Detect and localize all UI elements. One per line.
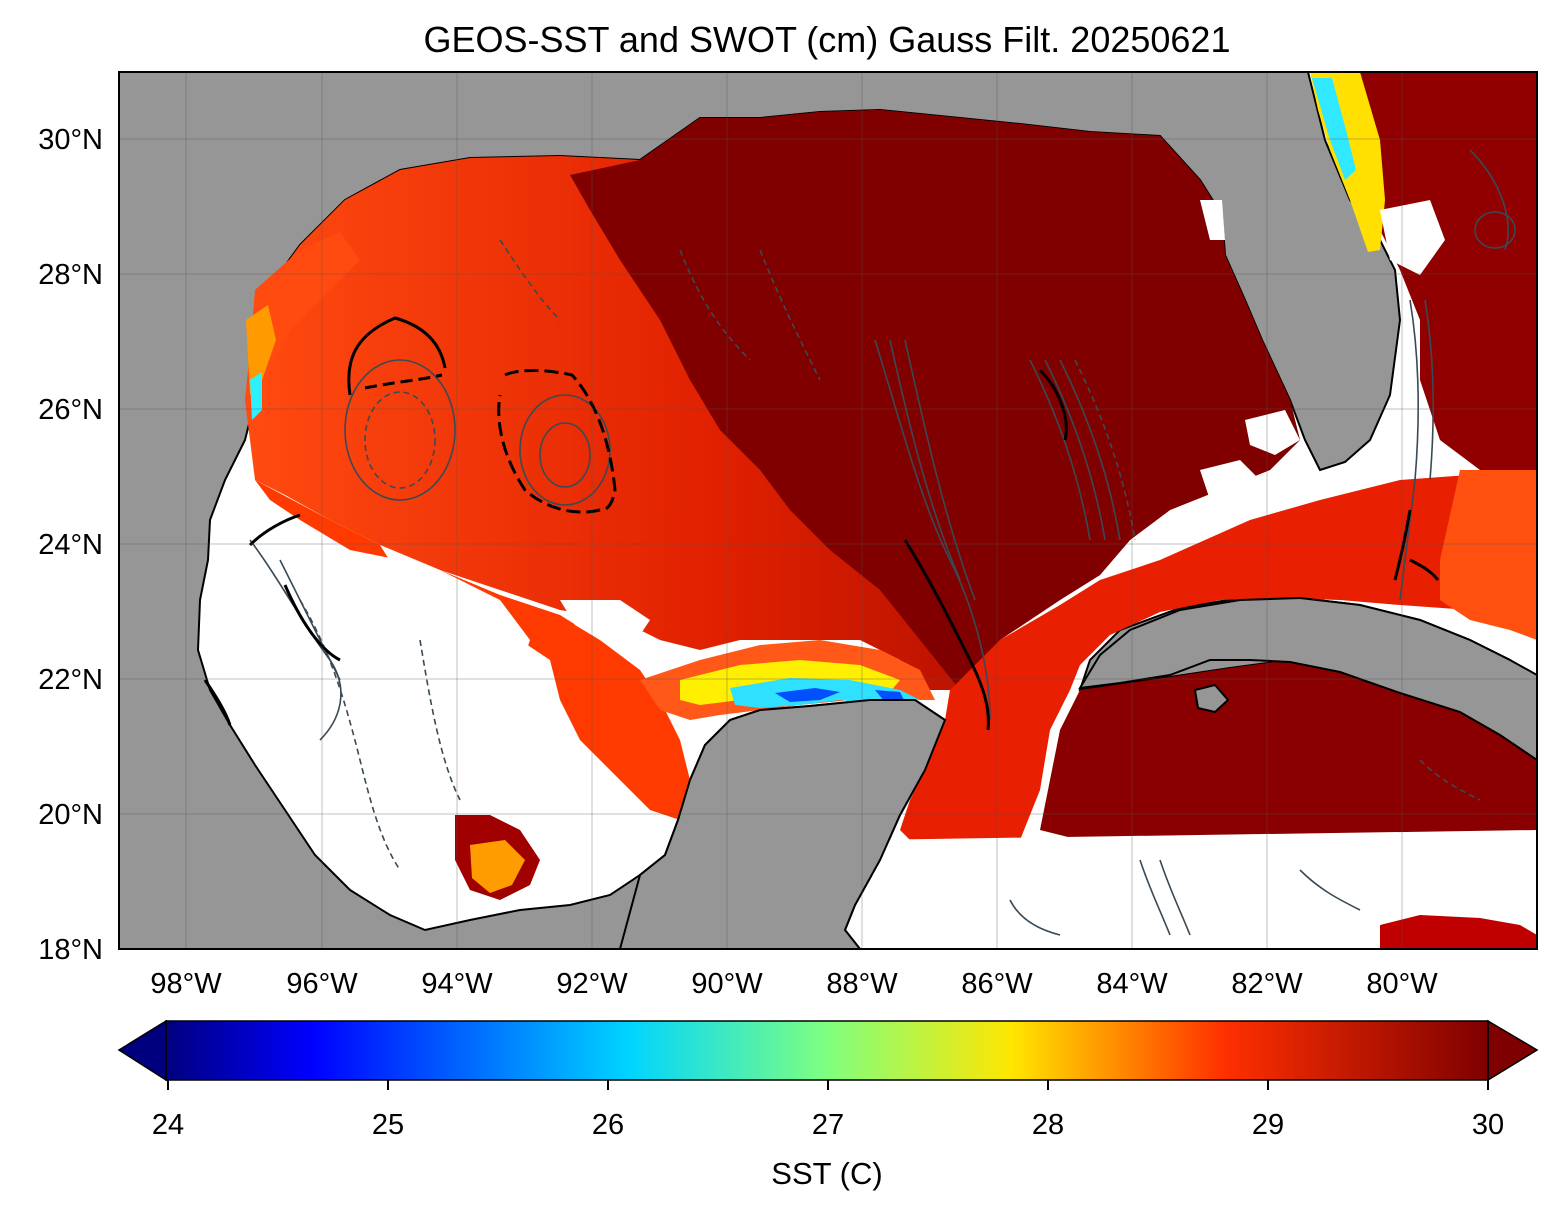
map-frame xyxy=(118,71,1538,950)
lat-tick-label: 20°N xyxy=(38,799,103,831)
lon-tick-label: 82°W xyxy=(1231,968,1303,1000)
map-panel xyxy=(119,72,1537,949)
colorbar-gradient xyxy=(166,1021,1488,1080)
lon-tick-label: 98°W xyxy=(150,968,222,1000)
lat-tick-label: 22°N xyxy=(38,664,103,696)
lon-axis: 98°W 96°W 94°W 92°W 90°W 88°W 86°W 84°W … xyxy=(150,968,1438,1000)
ssh-contours xyxy=(249,149,1516,936)
lon-tick-label: 96°W xyxy=(286,968,358,1000)
map-title: GEOS-SST and SWOT (cm) Gauss Filt. 20250… xyxy=(424,19,1231,60)
lon-tick-label: 86°W xyxy=(961,968,1033,1000)
colorbar-tick-label: 24 xyxy=(152,1109,184,1141)
lon-tick-label: 92°W xyxy=(556,968,628,1000)
colorbar-label: SST (C) xyxy=(771,1156,882,1191)
colorbar-tick-label: 30 xyxy=(1472,1109,1504,1141)
isle-of-youth xyxy=(1193,683,1230,714)
colorbar-tick-label: 27 xyxy=(812,1109,844,1141)
lat-tick-label: 28°N xyxy=(38,259,103,291)
colorbar-tick-label: 28 xyxy=(1032,1109,1064,1141)
lat-tick-label: 26°N xyxy=(38,394,103,426)
cuba-land xyxy=(1078,596,1537,762)
lat-tick-label: 24°N xyxy=(38,529,103,561)
colorbar-extend-high xyxy=(1487,1019,1539,1082)
lat-tick-label: 30°N xyxy=(38,124,103,156)
lat-axis: 30°N 28°N 26°N 24°N 22°N 20°N 18°N xyxy=(38,124,103,966)
colorbar-tick-label: 29 xyxy=(1252,1109,1284,1141)
colorbar-ticks xyxy=(167,1080,1489,1090)
sst-field xyxy=(245,72,1537,949)
lon-tick-label: 94°W xyxy=(421,968,493,1000)
lon-tick-label: 84°W xyxy=(1096,968,1168,1000)
thick-contours xyxy=(203,316,1440,731)
lon-tick-label: 90°W xyxy=(691,968,763,1000)
colorbar-tick-label: 26 xyxy=(592,1109,624,1141)
colorbar: 24 25 26 27 28 29 30 SST (C) xyxy=(117,1019,1539,1191)
lat-tick-label: 18°N xyxy=(38,934,103,966)
nodata-gaps xyxy=(380,200,1537,945)
lon-tick-label: 80°W xyxy=(1366,968,1438,1000)
lon-tick-label: 88°W xyxy=(826,968,898,1000)
colorbar-tick-label: 25 xyxy=(372,1109,404,1141)
colorbar-extend-low xyxy=(117,1019,167,1082)
gridlines xyxy=(119,72,1537,949)
yucatan-land xyxy=(618,699,947,949)
